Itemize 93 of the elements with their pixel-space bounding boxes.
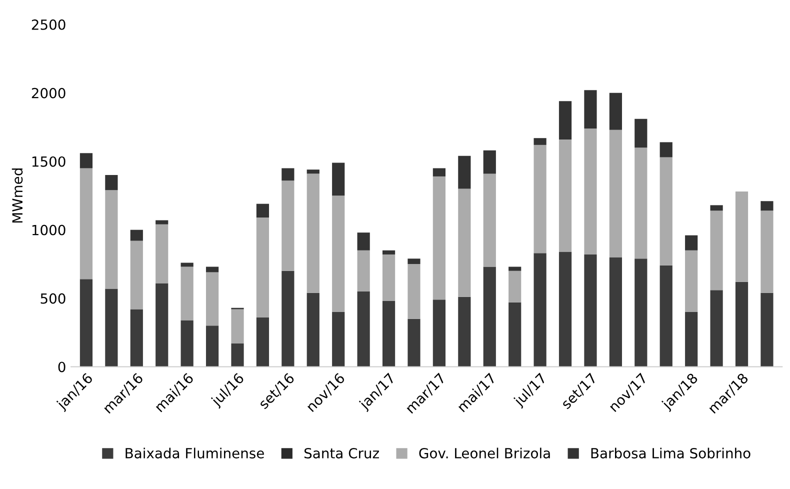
bar bbox=[609, 92, 622, 130]
bar bbox=[534, 144, 546, 254]
bar bbox=[634, 148, 648, 259]
legend-label: Baixada Fluminense bbox=[126, 448, 264, 458]
bar bbox=[458, 156, 471, 189]
y-tick-label: 0 bbox=[58, 362, 66, 372]
bar bbox=[357, 291, 370, 367]
bar bbox=[156, 283, 168, 367]
bar bbox=[180, 320, 194, 367]
y-tick-label: 500 bbox=[40, 293, 66, 304]
bar bbox=[408, 264, 420, 319]
bar bbox=[508, 266, 522, 271]
bar bbox=[105, 175, 118, 190]
bar bbox=[710, 290, 723, 367]
bar bbox=[584, 254, 597, 367]
bar bbox=[80, 279, 93, 367]
bar bbox=[508, 270, 522, 302]
bar bbox=[710, 210, 723, 290]
bar bbox=[80, 168, 93, 280]
bar bbox=[256, 317, 270, 367]
bar bbox=[80, 153, 93, 168]
bar bbox=[508, 302, 522, 367]
bar bbox=[105, 190, 118, 289]
bar bbox=[206, 272, 219, 326]
bar bbox=[332, 162, 345, 196]
bar bbox=[483, 150, 496, 174]
bar bbox=[735, 191, 748, 282]
legend-label: Barbosa Lima Sobrinho bbox=[591, 448, 750, 458]
bar bbox=[408, 318, 420, 367]
bar bbox=[634, 258, 648, 367]
bar bbox=[584, 128, 597, 254]
bar bbox=[105, 288, 118, 367]
bar bbox=[231, 343, 244, 367]
bar bbox=[760, 292, 774, 367]
legend-label: Santa Cruz bbox=[304, 448, 379, 458]
bar bbox=[685, 235, 698, 250]
bar bbox=[332, 312, 345, 367]
bar bbox=[760, 210, 774, 293]
bar bbox=[180, 262, 194, 267]
bar bbox=[660, 142, 672, 158]
bar bbox=[231, 309, 244, 344]
bar bbox=[256, 218, 270, 318]
bar bbox=[710, 205, 723, 211]
bar bbox=[432, 300, 446, 367]
bar bbox=[534, 138, 546, 145]
y-tick-label: 1000 bbox=[32, 224, 66, 236]
bar bbox=[584, 90, 597, 129]
bar bbox=[282, 168, 294, 181]
bar bbox=[306, 170, 320, 174]
bar bbox=[156, 224, 168, 284]
bar bbox=[483, 174, 496, 267]
bar bbox=[432, 168, 446, 176]
bar bbox=[408, 258, 420, 264]
bar bbox=[156, 220, 168, 224]
bar bbox=[685, 312, 698, 367]
bar bbox=[558, 101, 572, 140]
bar bbox=[130, 309, 143, 367]
bar bbox=[685, 250, 698, 312]
bar bbox=[558, 139, 572, 252]
bar bbox=[382, 250, 396, 254]
bar bbox=[609, 130, 622, 258]
bar bbox=[458, 296, 471, 367]
bar bbox=[634, 118, 648, 148]
bar bbox=[332, 196, 345, 312]
bar bbox=[130, 240, 143, 310]
bar bbox=[282, 180, 294, 271]
bar bbox=[609, 257, 622, 367]
bar bbox=[735, 282, 748, 367]
y-tick-label: 1500 bbox=[32, 156, 66, 167]
bar bbox=[282, 270, 294, 367]
bar bbox=[382, 301, 396, 367]
bar bbox=[760, 201, 774, 211]
bar bbox=[206, 326, 219, 367]
bar bbox=[357, 232, 370, 250]
bar bbox=[483, 266, 496, 367]
bar bbox=[534, 253, 546, 367]
bar bbox=[558, 252, 572, 367]
bar bbox=[382, 254, 396, 302]
bar bbox=[256, 204, 270, 218]
bar bbox=[660, 265, 672, 367]
bar bbox=[357, 250, 370, 292]
y-tick-label: 2500 bbox=[32, 19, 66, 30]
y-tick-label: 2000 bbox=[32, 88, 66, 98]
bar bbox=[306, 174, 320, 293]
y-axis-title: MWmed bbox=[12, 168, 23, 223]
bar bbox=[660, 157, 672, 266]
bar bbox=[206, 266, 219, 272]
bar bbox=[306, 292, 320, 367]
legend-label: Gov. Leonel Brizola bbox=[419, 448, 550, 458]
bar bbox=[458, 188, 471, 297]
bar bbox=[432, 176, 446, 300]
bar bbox=[130, 230, 143, 241]
bar bbox=[180, 266, 194, 320]
